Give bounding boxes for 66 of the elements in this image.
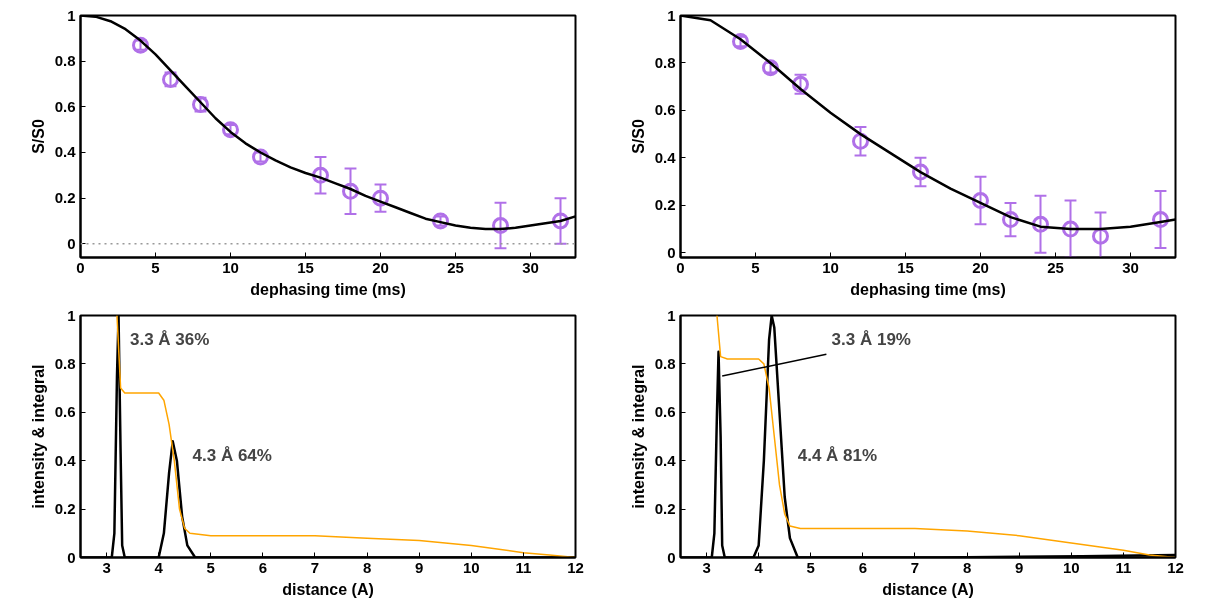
y-tick-label: 0.6 — [654, 403, 676, 421]
x-tick-label: 30 — [1122, 258, 1139, 276]
x-tick-label: 15 — [897, 258, 914, 276]
x-tick-label: 9 — [415, 558, 424, 576]
x-tick-label: 3 — [102, 558, 111, 576]
y-tick-label: 0.6 — [54, 403, 76, 421]
x-tick-label: 10 — [222, 258, 239, 276]
x-axis-title: distance (A) — [882, 580, 974, 598]
y-tick-label: 0.8 — [654, 354, 676, 372]
y-tick-label: 0.6 — [54, 97, 76, 115]
x-axis-title: dephasing time (ms) — [250, 280, 406, 298]
y-tick-label: 0.8 — [654, 53, 676, 71]
x-tick-label: 25 — [447, 258, 464, 276]
y-tick-label: 0 — [67, 234, 76, 252]
x-tick-label: 15 — [297, 258, 314, 276]
y-tick-label: 0.4 — [654, 148, 677, 166]
annotation: 3.3 Å 36% — [130, 330, 210, 350]
y-tick-label: 0.2 — [54, 189, 76, 207]
y-tick-label: 0.6 — [654, 101, 676, 119]
x-tick-label: 10 — [1062, 558, 1080, 576]
x-tick-label: 6 — [858, 558, 868, 576]
x-tick-label: 25 — [1047, 258, 1064, 276]
y-tick-label: 1 — [67, 6, 76, 24]
x-tick-label: 12 — [567, 558, 584, 576]
annotation: 3.3 Å 19% — [831, 330, 911, 350]
y-tick-label: 1 — [67, 306, 76, 324]
y-tick-label: 0.2 — [654, 500, 676, 518]
annotation: 4.3 Å 64% — [192, 446, 272, 466]
y-tick-label: 1 — [667, 306, 676, 324]
y-tick-label: 0 — [667, 243, 676, 261]
x-tick-label: 20 — [972, 258, 989, 276]
x-tick-label: 10 — [462, 558, 480, 576]
y-tick-label: 0.2 — [654, 196, 676, 214]
x-tick-label: 5 — [206, 558, 215, 576]
x-tick-label: 11 — [1115, 558, 1132, 576]
x-tick-label: 11 — [515, 558, 532, 576]
y-tick-label: 0.4 — [54, 451, 77, 469]
x-tick-label: 5 — [151, 258, 160, 276]
x-tick-label: 8 — [362, 558, 372, 576]
x-tick-label: 20 — [372, 258, 389, 276]
x-tick-label: 9 — [1015, 558, 1024, 576]
y-axis-title: intensity & integral — [629, 364, 647, 509]
x-tick-label: 30 — [522, 258, 539, 276]
y-tick-label: 0.4 — [654, 451, 677, 469]
y-tick-label: 0.4 — [54, 143, 77, 161]
y-tick-label: 0.8 — [54, 354, 76, 372]
x-tick-label: 6 — [258, 558, 268, 576]
y-tick-label: 1 — [667, 6, 676, 24]
x-tick-label: 4 — [754, 558, 764, 576]
annotation: 4.4 Å 81% — [797, 446, 878, 466]
y-tick-label: 0.8 — [54, 52, 76, 70]
x-axis-title: distance (A) — [282, 580, 374, 598]
y-axis-title: S/S0 — [629, 119, 647, 154]
x-tick-label: 7 — [310, 558, 320, 576]
x-tick-label: 12 — [1167, 558, 1184, 576]
x-tick-label: 10 — [822, 258, 839, 276]
y-axis-title: S/S0 — [29, 119, 47, 154]
x-tick-label: 7 — [910, 558, 920, 576]
x-tick-label: 5 — [806, 558, 815, 576]
x-tick-label: 3 — [702, 558, 711, 576]
x-axis-title: dephasing time (ms) — [850, 280, 1006, 298]
y-tick-label: 0.2 — [54, 500, 76, 518]
x-tick-label: 5 — [751, 258, 760, 276]
x-tick-label: 8 — [962, 558, 972, 576]
x-tick-label: 4 — [154, 558, 164, 576]
y-axis-title: intensity & integral — [29, 364, 47, 509]
